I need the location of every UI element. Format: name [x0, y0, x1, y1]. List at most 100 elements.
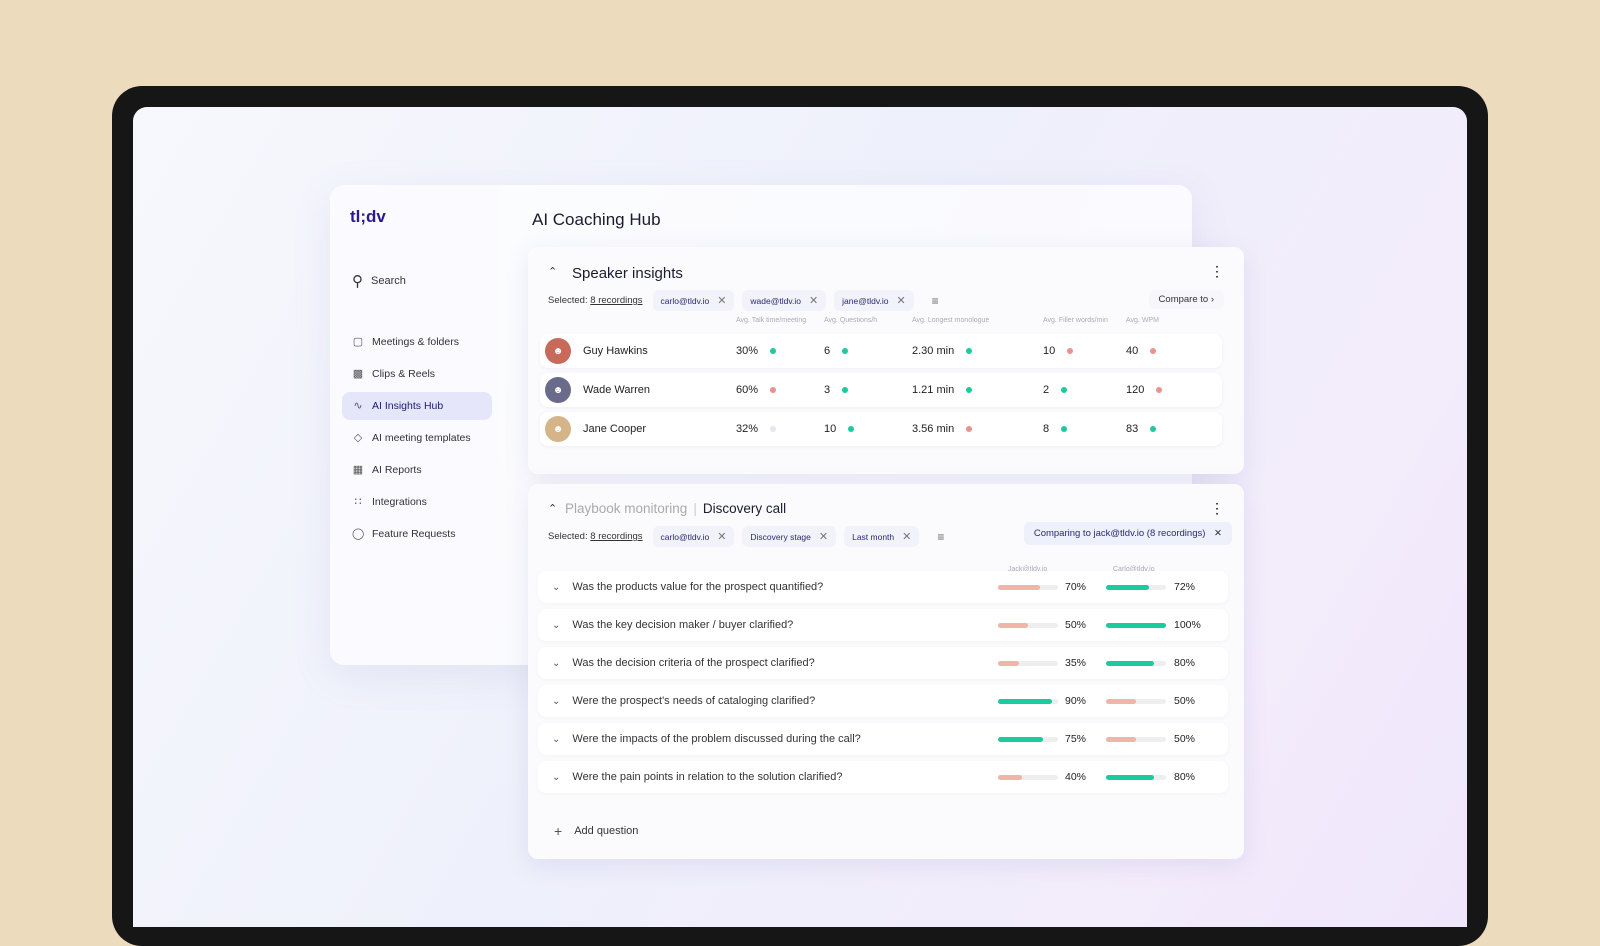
- playbook-title: Discovery call: [702, 501, 787, 516]
- question-row[interactable]: ⌄ Was the decision criteria of the prospe…: [538, 647, 1228, 679]
- remove-icon[interactable]: ✕: [896, 295, 906, 307]
- question-text: Were the pain points in relation to the …: [572, 771, 843, 783]
- metric-cell: 10: [824, 423, 855, 435]
- avatar: ☻: [545, 377, 571, 403]
- sidebar-item[interactable]: ∿ AI Insights Hub: [342, 392, 492, 420]
- recordings-link[interactable]: 8 recordings: [590, 531, 643, 542]
- question-row[interactable]: ⌄ Were the pain points in relation to the…: [538, 761, 1228, 793]
- jack-pct: 70%: [1065, 581, 1087, 593]
- carlo-bar: [1106, 623, 1166, 628]
- chevron-down-icon[interactable]: ⌄: [552, 733, 561, 745]
- metric-cell: 8: [1043, 423, 1068, 435]
- filter-chip[interactable]: wade@tldv.io ✕: [742, 290, 827, 311]
- remove-icon[interactable]: ✕: [818, 531, 829, 543]
- close-icon: ✕: [1214, 528, 1222, 539]
- clapper-icon: ▩: [352, 368, 364, 380]
- remove-icon[interactable]: ✕: [717, 295, 727, 307]
- logo[interactable]: tl;dv: [350, 207, 386, 226]
- metric-cell: 2.30 min: [912, 345, 973, 357]
- playbook-title-muted: Playbook monitoring: [565, 501, 688, 516]
- jack-bar: [998, 661, 1058, 666]
- jack-bar: [998, 585, 1058, 590]
- jack-pct: 35%: [1065, 657, 1087, 669]
- metric-cell: 40: [1126, 345, 1157, 357]
- search-button[interactable]: ⚲ Search: [352, 272, 406, 290]
- chevron-down-icon[interactable]: ⌄: [552, 771, 561, 783]
- chevron-down-icon[interactable]: ⌄: [552, 581, 561, 593]
- more-icon[interactable]: ⋮: [1210, 500, 1224, 516]
- page-title: AI Coaching Hub: [532, 210, 661, 229]
- compare-to-button[interactable]: Compare to ›: [1148, 290, 1224, 309]
- remove-icon[interactable]: ✕: [808, 295, 819, 307]
- carlo-pct: 50%: [1174, 733, 1196, 745]
- jack-pct: 40%: [1065, 771, 1087, 783]
- carlo-bar: [1106, 775, 1166, 780]
- status-dot: [770, 348, 777, 354]
- comparing-chip[interactable]: Comparing to jack@tldv.io (8 recordings)…: [1023, 522, 1232, 545]
- sidebar-item[interactable]: ◇ AI meeting templates: [342, 424, 492, 452]
- carlo-pct: 50%: [1174, 695, 1196, 707]
- sidebar-nav: ▢ Meetings & folders ▩ Clips & Reels ∿ AI Ins…: [342, 328, 492, 552]
- filter-chip[interactable]: jane@tldv.io ✕: [834, 290, 914, 311]
- selected-label: Selected: 8 recordings: [548, 295, 643, 306]
- metric-cell: 120: [1126, 384, 1163, 396]
- speaker-name: Guy Hawkins: [583, 345, 648, 357]
- speaker-row[interactable]: ☻ Guy Hawkins 30% 6 2.30 min 10 40: [540, 334, 1222, 368]
- question-row[interactable]: ⌄ Was the products value for the prospect…: [538, 571, 1228, 603]
- report-icon: ▦: [352, 464, 364, 476]
- speaker-name: Wade Warren: [583, 384, 651, 396]
- sidebar-item[interactable]: ▦ AI Reports: [342, 456, 492, 484]
- chevron-down-icon[interactable]: ⌄: [552, 619, 561, 631]
- filter-chip[interactable]: Last month ✕: [844, 526, 920, 547]
- sidebar-item[interactable]: ▢ Meetings & folders: [342, 328, 492, 356]
- remove-icon[interactable]: ✕: [902, 531, 912, 543]
- status-dot: [1061, 387, 1068, 393]
- plus-icon: +: [554, 823, 563, 839]
- sidebar-item-label: AI meeting templates: [372, 432, 471, 444]
- carlo-bar: [1106, 661, 1166, 666]
- question-row[interactable]: ⌄ Was the key decision maker / buyer clar…: [538, 609, 1228, 641]
- filter-icon[interactable]: ≡: [931, 293, 939, 308]
- question-row[interactable]: ⌄ Were the impacts of the problem discuss…: [538, 723, 1228, 755]
- question-text: Was the decision criteria of the prospec…: [572, 657, 815, 669]
- metric-cell: 32%: [736, 423, 777, 435]
- column-header: Avg. Longest monologue: [912, 317, 990, 324]
- question-row[interactable]: ⌄ Were the prospect's needs of cataloging…: [538, 685, 1228, 717]
- chevron-down-icon[interactable]: ⌄: [552, 657, 561, 669]
- filter-chip[interactable]: carlo@tldv.io ✕: [652, 290, 735, 311]
- column-header: Avg. Talk time/meeting: [736, 317, 807, 324]
- speaker-row[interactable]: ☻ Wade Warren 60% 3 1.21 min 2 120: [540, 373, 1222, 407]
- playbook-card: ⌃ Playbook monitoring | Discovery call ⋮…: [528, 484, 1244, 859]
- status-dot: [848, 426, 855, 432]
- sidebar-item-label: Clips & Reels: [372, 368, 436, 380]
- status-dot: [1150, 348, 1157, 354]
- status-dot: [966, 348, 973, 354]
- collapse-icon[interactable]: ⌃: [548, 503, 558, 515]
- remove-icon[interactable]: ✕: [717, 531, 727, 543]
- status-dot: [770, 426, 777, 432]
- recordings-link[interactable]: 8 recordings: [590, 295, 643, 306]
- sidebar-item-label: Integrations: [372, 496, 427, 508]
- add-question-button[interactable]: + Add question: [538, 815, 1228, 847]
- column-header: Jack@tldv.io: [1008, 566, 1048, 573]
- filter-icon[interactable]: ≡: [937, 529, 945, 544]
- sidebar-item[interactable]: ▩ Clips & Reels: [342, 360, 492, 388]
- jack-bar: [998, 737, 1058, 742]
- separator: |: [693, 501, 697, 516]
- speaker-row[interactable]: ☻ Jane Cooper 32% 10 3.56 min 8 83: [540, 412, 1222, 446]
- more-icon[interactable]: ⋮: [1210, 263, 1224, 279]
- sidebar-item[interactable]: ◯ Feature Requests: [342, 520, 492, 548]
- metric-cell: 2: [1043, 384, 1068, 396]
- jack-pct: 50%: [1065, 619, 1087, 631]
- collapse-icon[interactable]: ⌃: [548, 266, 558, 278]
- avatar: ☻: [545, 416, 571, 442]
- add-question-label: Add question: [574, 825, 639, 837]
- sidebar-item[interactable]: ∷ Integrations: [342, 488, 492, 516]
- sidebar-item-label: AI Insights Hub: [372, 400, 444, 412]
- question-text: Was the key decision maker / buyer clari…: [572, 619, 794, 631]
- carlo-pct: 72%: [1174, 581, 1196, 593]
- chevron-down-icon[interactable]: ⌄: [552, 695, 561, 707]
- speaker-insights-card: ⌃ Speaker insights ⋮ Selected: 8 recordi…: [528, 247, 1244, 474]
- filter-chip[interactable]: carlo@tldv.io ✕: [652, 526, 735, 547]
- filter-chip[interactable]: Discovery stage ✕: [742, 526, 837, 547]
